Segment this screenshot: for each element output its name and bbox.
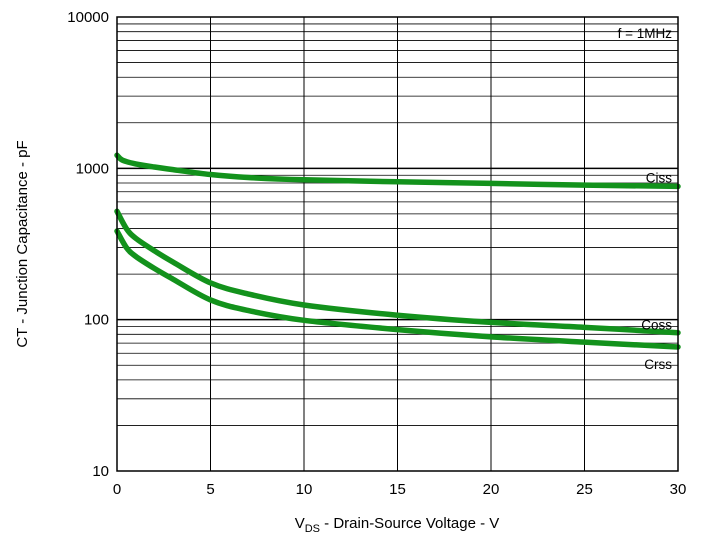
x-tick-label: 30 <box>670 481 687 498</box>
series-line-coss <box>114 208 681 336</box>
y-tick-label: 10000 <box>67 9 109 26</box>
x-tick-label: 25 <box>576 481 593 498</box>
y-tick-label: 100 <box>84 312 109 329</box>
x-tick-label: 0 <box>113 481 121 498</box>
x-axis-title-main: V <box>295 515 305 532</box>
tick-labels: 0 5 10 15 20 25 30 10 100 1000 10000 <box>67 9 686 498</box>
plot-frame <box>116 16 679 472</box>
grid-lines <box>117 17 678 471</box>
x-tick-label: 20 <box>483 481 500 498</box>
series-labels: Ciss Coss Crss <box>641 170 672 372</box>
annotation-frequency: f = 1MHz <box>618 26 673 41</box>
y-axis-title: CT - Junction Capacitance - pF <box>14 140 31 347</box>
y-tick-label: 10 <box>92 463 109 480</box>
x-axis-title-rest: - Drain-Source Voltage - V <box>320 515 499 532</box>
series-lines <box>114 152 681 350</box>
series-line-crss <box>114 228 681 350</box>
y-tick-label: 1000 <box>76 160 109 177</box>
series-label-coss: Coss <box>641 318 672 333</box>
series-label-ciss: Ciss <box>646 170 672 185</box>
series-line-ciss <box>114 152 681 190</box>
x-axis-title-subscript: DS <box>305 523 320 535</box>
x-tick-label: 15 <box>389 481 406 498</box>
x-axis-title: VDS - Drain-Source Voltage - V <box>295 515 500 535</box>
x-tick-label: 5 <box>206 481 214 498</box>
x-tick-label: 10 <box>296 481 313 498</box>
series-label-crss: Crss <box>644 357 672 372</box>
